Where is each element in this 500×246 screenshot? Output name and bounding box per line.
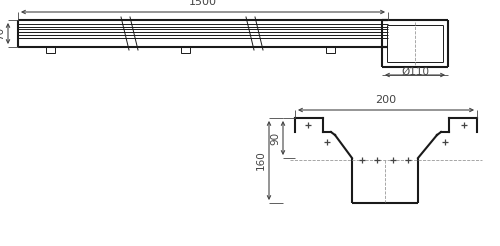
Text: 160: 160 <box>256 151 266 170</box>
Bar <box>180 47 190 53</box>
Text: Ø110: Ø110 <box>401 67 429 77</box>
Text: 200: 200 <box>376 95 396 105</box>
Bar <box>326 47 334 53</box>
Text: 1500: 1500 <box>189 0 217 7</box>
Text: 90: 90 <box>270 131 280 145</box>
Text: 70: 70 <box>0 27 5 40</box>
Bar <box>46 47 54 53</box>
